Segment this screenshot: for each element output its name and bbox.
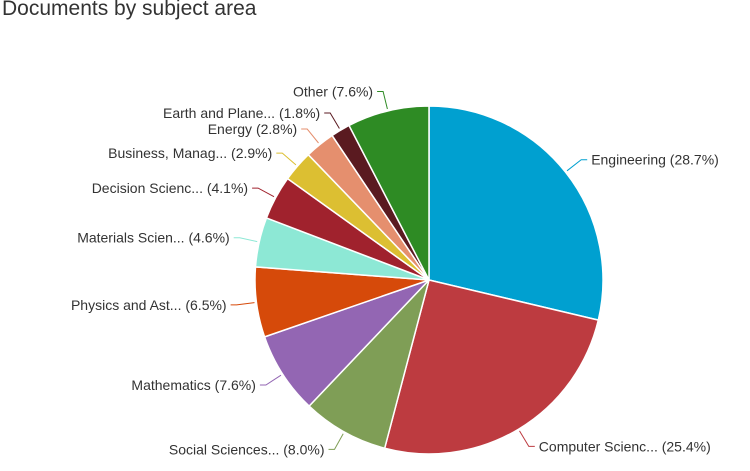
slice-label-other: Other (7.6%)	[293, 84, 373, 100]
leader-line-decision-scienc	[252, 187, 275, 198]
leader-line-mathematics	[259, 374, 282, 386]
pie-slice-other[interactable]	[348, 105, 430, 281]
chart-title: Documents by subject area	[2, 0, 257, 20]
leader-line-earth-and-plane	[324, 112, 340, 129]
slice-label-computer-scienc: Computer Scienc... (25.4%)	[539, 438, 711, 454]
leader-line-computer-scienc	[519, 430, 535, 447]
slice-label-physics-and-ast: Physics and Ast... (6.5%)	[71, 297, 227, 313]
leader-lines	[230, 91, 588, 450]
leader-line-business-manag	[276, 152, 297, 166]
slice-label-materials-scien: Materials Scien... (4.6%)	[77, 230, 230, 246]
slice-label-mathematics: Mathematics (7.6%)	[131, 377, 255, 393]
slice-label-earth-and-plane: Earth and Plane... (1.8%)	[163, 105, 320, 121]
slice-labels: Engineering (28.7%) Computer Scienc... (2…	[71, 84, 719, 458]
leader-line-engineering	[566, 159, 588, 172]
slice-label-social-sciences: Social Sciences... (8.0%)	[169, 441, 325, 457]
slice-label-business-manag: Business, Manag... (2.9%)	[108, 145, 272, 161]
leader-line-physics-and-ast	[230, 302, 255, 306]
slice-label-engineering: Engineering (28.7%)	[591, 152, 719, 168]
leader-line-materials-scien	[233, 237, 258, 243]
pie-slice-computer-scienc[interactable]	[383, 279, 600, 455]
slice-label-energy: Energy (2.8%)	[208, 121, 297, 137]
leader-line-other	[377, 91, 388, 110]
pie-slices	[254, 105, 604, 455]
leader-line-energy	[301, 128, 319, 144]
leader-line-social-sciences	[328, 433, 344, 450]
slice-label-decision-scienc: Decision Scienc... (4.1%)	[92, 180, 248, 196]
pie-slice-engineering[interactable]	[428, 105, 604, 321]
